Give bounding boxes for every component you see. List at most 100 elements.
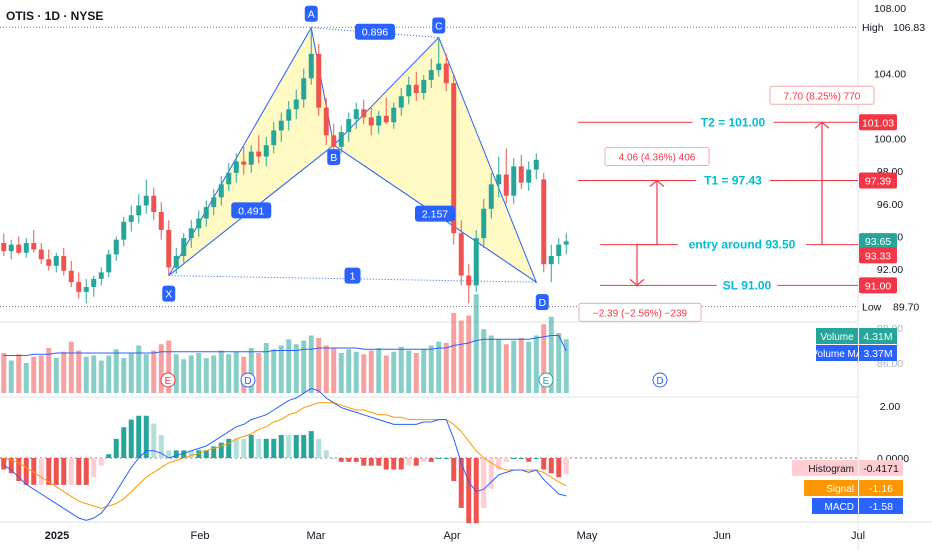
macd-histogram-bar — [293, 434, 299, 458]
candle-body — [8, 244, 14, 252]
macd-histogram-bar — [541, 458, 547, 470]
macd-histogram-bar — [526, 458, 532, 462]
ratio-bd: 2.157 — [422, 209, 448, 221]
candle-body — [113, 239, 119, 255]
ratio-bd-bg — [415, 205, 455, 222]
candle-body — [518, 166, 524, 183]
macd-histogram-bar — [196, 450, 202, 458]
candle-body — [256, 151, 262, 157]
signal-value: -1.16 — [869, 483, 893, 495]
stop-label-bg — [716, 277, 778, 294]
macd-histogram-bar — [286, 434, 292, 458]
macd-histogram-bar — [23, 458, 29, 485]
high-label: High — [862, 22, 884, 34]
time-tick-label: Apr — [443, 530, 460, 542]
ratio-ac: 0.896 — [362, 27, 388, 39]
volume-bar — [1, 353, 7, 393]
volume-bar — [548, 316, 554, 393]
chart-title: OTIS · 1D · NYSE — [6, 9, 104, 23]
macd-histogram-bar — [436, 458, 442, 459]
volume-bar — [308, 335, 314, 393]
price-tick-label: 104.00 — [874, 68, 906, 80]
price-tick-label: 96.00 — [877, 199, 903, 211]
candle-body — [203, 207, 209, 219]
volume-bar — [323, 345, 329, 393]
low-value: 89.70 — [893, 302, 919, 314]
candle-body — [53, 256, 59, 266]
volume-ma-label-bg — [816, 345, 858, 361]
volume-bar — [233, 351, 239, 393]
macd-histogram-bar — [53, 458, 59, 485]
candle-body — [428, 70, 434, 80]
sl-arrow-head — [629, 278, 645, 287]
volume-value: 4.31M — [863, 331, 892, 343]
volume-bar — [68, 341, 74, 393]
volume-bar — [113, 349, 119, 393]
macd-histogram-bar — [421, 458, 427, 462]
macd-histogram-bar — [181, 450, 187, 458]
macd-line — [3, 387, 567, 521]
volume-bar — [376, 348, 382, 393]
macd-histogram-bar — [31, 458, 37, 485]
candle-body — [443, 63, 449, 84]
volume-bar — [286, 339, 292, 393]
volume-bar — [293, 344, 299, 393]
sl-measure-bg — [578, 302, 702, 322]
volume-label-bg — [816, 328, 858, 344]
candle-body — [436, 63, 442, 71]
pattern-point-b: B — [330, 152, 337, 164]
volume-bar — [181, 359, 187, 393]
time-tick-label: Mar — [307, 530, 326, 542]
candle-body — [398, 96, 404, 108]
candle-body — [271, 130, 277, 146]
candle-body — [526, 169, 532, 183]
macd-histogram-bar — [91, 458, 97, 478]
volume-bar — [518, 338, 524, 393]
t1-price-tag: 97.39 — [865, 176, 891, 188]
volume-bar — [188, 355, 194, 393]
candle-body — [293, 99, 299, 110]
ratio-ab: 0.491 — [238, 205, 264, 217]
macd-histogram-bar — [121, 427, 127, 458]
volume-bar — [556, 333, 562, 393]
volume-ma-value: 3.37M — [863, 348, 892, 360]
volume-bar — [496, 339, 502, 393]
macd-label: MACD — [825, 502, 854, 513]
t1-label-bg — [696, 172, 770, 189]
macd-histogram-bar — [361, 458, 367, 466]
macd-histogram-bar — [271, 438, 277, 458]
event-marker-label-1: D — [244, 376, 251, 387]
last-price-tag-bg — [859, 233, 897, 250]
candle-body — [136, 205, 142, 216]
price-tick-label: 92.00 — [877, 264, 903, 276]
macd-histogram-bar — [151, 423, 157, 458]
volume-bar — [128, 353, 134, 393]
volume-bar — [331, 348, 337, 393]
time-tick-label: Jun — [713, 530, 731, 542]
volume-bar — [121, 358, 127, 393]
pattern-point-c: C — [435, 21, 443, 33]
volume-bar — [398, 346, 404, 393]
candle-body — [143, 195, 149, 206]
pattern-point-a-bg — [304, 5, 318, 22]
candle-body — [181, 238, 187, 257]
candle-body — [158, 212, 164, 230]
macd-histogram-bar — [106, 454, 112, 458]
volume-bar — [563, 339, 569, 393]
macd-histogram-bar — [203, 450, 209, 458]
volume-bar — [16, 354, 22, 393]
candle-body — [316, 53, 322, 108]
candle-body — [541, 179, 547, 265]
volume-bar — [173, 354, 179, 393]
high-value: 106.83 — [893, 22, 925, 34]
macd-histogram-bar — [466, 458, 472, 524]
t1-arrow-head — [649, 179, 665, 187]
candle-body — [383, 115, 389, 123]
candle-body — [548, 256, 554, 265]
macd-histogram-bar — [143, 415, 149, 458]
volume-bar — [466, 315, 472, 393]
t1-label: T1 = 97.43 — [704, 174, 762, 188]
macd-histogram-bar — [428, 458, 434, 462]
event-marker-3 — [538, 372, 554, 388]
